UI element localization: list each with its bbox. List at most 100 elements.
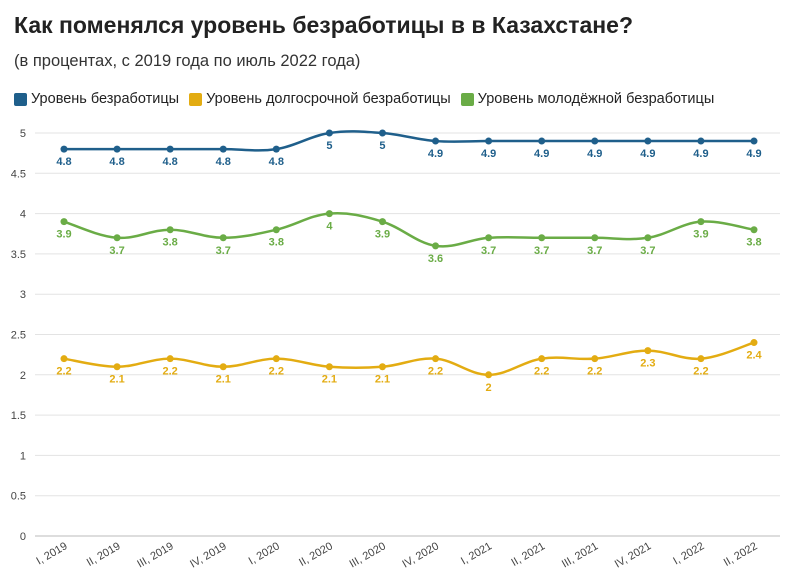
data-point[interactable] — [166, 355, 174, 363]
data-label: 2.2 — [428, 366, 443, 378]
y-tick-label: 3 — [20, 289, 26, 301]
y-axis: 0 0.5 1 1.5 2 2.5 3 3.5 4 4.5 5 — [11, 128, 26, 543]
data-point[interactable] — [272, 226, 280, 234]
legend-item-youth[interactable]: Уровень молодёжной безработицы — [460, 91, 715, 107]
data-label: 4.8 — [163, 156, 178, 168]
y-tick-label: 0 — [20, 531, 26, 543]
data-label: 4.8 — [56, 156, 71, 168]
data-label: 2.1 — [216, 374, 231, 386]
data-point[interactable] — [697, 137, 705, 145]
data-point[interactable] — [485, 371, 493, 379]
legend-item-unemployment[interactable]: Уровень безработицы — [14, 91, 179, 107]
chart-title: Как поменялся уровень безработицы в в Ка… — [14, 12, 634, 38]
data-point[interactable] — [60, 355, 68, 363]
data-label: 4 — [326, 221, 333, 233]
data-label: 2.2 — [587, 366, 602, 378]
data-point[interactable] — [538, 355, 546, 363]
data-point[interactable] — [538, 234, 546, 242]
data-point[interactable] — [432, 137, 440, 145]
legend-label: Уровень молодёжной безработицы — [477, 91, 715, 107]
data-label: 2.1 — [109, 374, 124, 386]
x-tick-label: I, 2019 — [34, 540, 69, 567]
data-point[interactable] — [113, 234, 121, 242]
data-label: 2.1 — [375, 374, 390, 386]
x-tick-label: IV, 2020 — [400, 540, 441, 570]
data-label: 3.8 — [163, 237, 178, 249]
series-line — [64, 130, 754, 152]
data-label: 4.8 — [109, 156, 124, 168]
series-line — [63, 212, 755, 248]
data-point[interactable] — [750, 137, 758, 145]
data-point[interactable] — [432, 242, 440, 250]
data-label: 3.7 — [640, 245, 655, 257]
data-label: 4.9 — [746, 148, 761, 160]
data-point[interactable] — [378, 129, 386, 137]
data-point[interactable] — [113, 145, 121, 153]
data-point[interactable] — [60, 218, 68, 226]
data-label: 2.2 — [56, 366, 71, 378]
y-tick-label: 5 — [20, 128, 26, 140]
data-point[interactable] — [219, 145, 227, 153]
data-point[interactable] — [485, 137, 493, 145]
data-point[interactable] — [166, 226, 174, 234]
y-tick-label: 4.5 — [11, 168, 26, 180]
x-tick-label: II, 2022 — [722, 540, 760, 569]
data-point[interactable] — [697, 355, 705, 363]
data-label: 3.7 — [481, 245, 496, 257]
x-tick-label: II, 2020 — [297, 540, 335, 569]
data-point[interactable] — [750, 339, 758, 347]
data-point[interactable] — [538, 137, 546, 145]
x-tick-label: II, 2021 — [509, 540, 547, 569]
y-tick-label: 3.5 — [11, 249, 26, 261]
legend-item-long-term[interactable]: Уровень долгосрочной безработицы — [189, 91, 451, 107]
data-label: 4.9 — [587, 148, 602, 160]
data-label: 5 — [326, 140, 332, 152]
data-label: 3.7 — [587, 245, 602, 257]
data-label: 4.9 — [428, 148, 443, 160]
data-point[interactable] — [644, 347, 652, 355]
data-points — [60, 129, 758, 379]
data-point[interactable] — [644, 234, 652, 242]
data-point[interactable] — [272, 145, 280, 153]
data-point[interactable] — [591, 137, 599, 145]
data-point[interactable] — [750, 226, 758, 234]
x-tick-label: I, 2022 — [671, 540, 706, 567]
data-label: 4.9 — [640, 148, 655, 160]
data-point[interactable] — [591, 234, 599, 242]
data-point[interactable] — [325, 363, 333, 371]
x-tick-label: IV, 2019 — [188, 540, 229, 570]
data-label: 5 — [379, 140, 385, 152]
series-lines — [63, 130, 755, 377]
data-point[interactable] — [325, 210, 333, 218]
data-label: 3.6 — [428, 253, 443, 265]
data-point[interactable] — [60, 145, 68, 153]
data-label: 3.7 — [216, 245, 231, 257]
data-point[interactable] — [485, 234, 493, 242]
series-line — [63, 341, 755, 377]
data-point[interactable] — [378, 363, 386, 371]
y-tick-label: 2 — [20, 370, 26, 382]
legend-swatch — [189, 92, 203, 106]
data-point[interactable] — [219, 234, 227, 242]
x-tick-label: I, 2020 — [247, 540, 282, 567]
data-point[interactable] — [432, 355, 440, 363]
legend-label: Уровень долгосрочной безработицы — [206, 91, 451, 107]
y-tick-label: 4 — [20, 209, 26, 221]
data-point[interactable] — [166, 145, 174, 153]
data-label: 2.2 — [693, 366, 708, 378]
data-label: 4.8 — [216, 156, 231, 168]
data-labels: 4.8 4.8 4.8 4.8 4.8 5 5 4.9 4.9 4.9 4.9 4.9 4.9 4.9 2.… — [56, 140, 762, 394]
data-label: 3.8 — [269, 237, 284, 249]
data-point[interactable] — [272, 355, 280, 363]
data-point[interactable] — [591, 355, 599, 363]
x-tick-label: III, 2019 — [135, 540, 175, 570]
data-label: 2.2 — [534, 366, 549, 378]
data-point[interactable] — [644, 137, 652, 145]
data-point[interactable] — [113, 363, 121, 371]
data-point[interactable] — [697, 218, 705, 226]
data-point[interactable] — [325, 129, 333, 137]
data-label: 3.9 — [375, 229, 390, 241]
data-point[interactable] — [219, 363, 227, 371]
data-point[interactable] — [378, 218, 386, 226]
